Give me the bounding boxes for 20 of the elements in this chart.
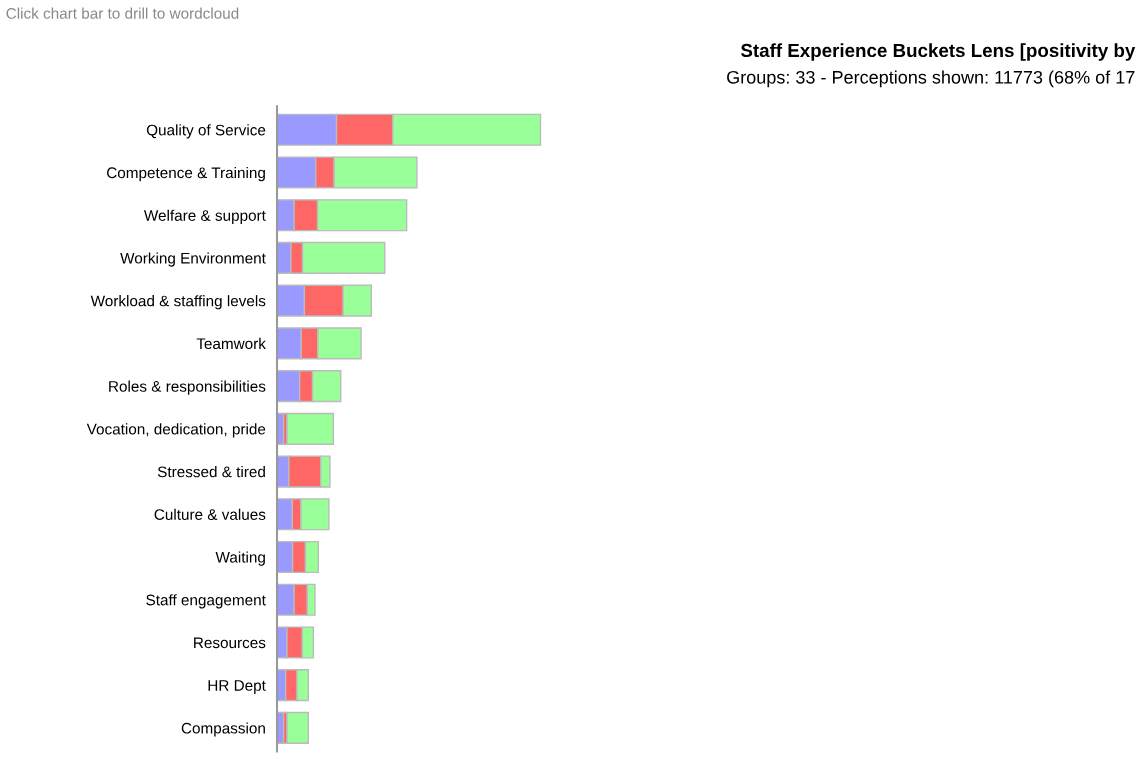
y-tick-label: Waiting xyxy=(215,551,265,566)
y-tick-label: Compassion xyxy=(181,722,265,737)
y-tick-label: Resources xyxy=(194,637,266,649)
text: Groups: 33 - Perceptions shown: 11773 (68% of 17 xyxy=(727,70,1135,88)
text: Staff Experience Buckets Lens [positivity by xyxy=(740,43,1136,61)
y-tick-label: Teamwork xyxy=(196,337,266,350)
bar xyxy=(286,711,310,744)
y-tick-label: Culture & values xyxy=(154,508,266,520)
text: Click chart bar to drill to wordcloud xyxy=(6,7,239,19)
y-tick-label: Stressed & tired xyxy=(157,466,265,478)
bar xyxy=(286,412,335,445)
y-tick-label: Working Environment xyxy=(120,252,266,267)
y-tick-label: HR Dept xyxy=(208,680,266,694)
y-tick-label: Workload & staffing levels xyxy=(90,295,266,310)
y-tick-label: Competence & Training xyxy=(107,166,265,182)
y-tick-label: Staff engagement xyxy=(146,594,266,609)
y-tick-label: Quality of Service xyxy=(146,124,266,139)
y-tick-label: Welfare & support xyxy=(143,209,266,224)
y-tick-label: Vocation, dedication, pride xyxy=(86,423,266,438)
y-tick-label: Roles & responsibilities xyxy=(109,380,266,395)
